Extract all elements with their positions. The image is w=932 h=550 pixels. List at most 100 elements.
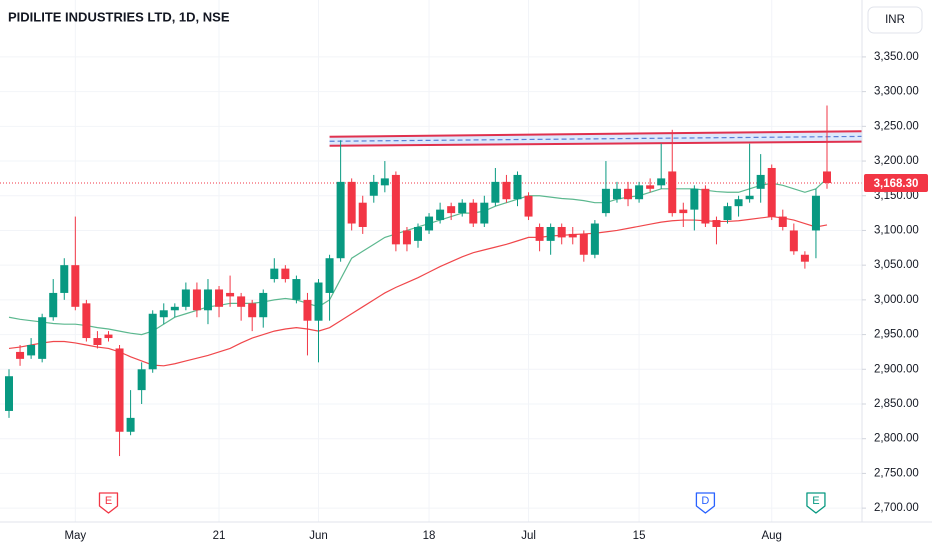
candle-body [71, 265, 80, 307]
candle-body [745, 195, 754, 200]
candle-body [823, 171, 831, 184]
y-tick-label: 3,150.00 [874, 190, 919, 202]
x-tick-label: 15 [633, 530, 646, 542]
candle-body [281, 268, 290, 280]
candle-body [624, 188, 633, 200]
event-marker[interactable] [806, 492, 826, 514]
y-tick-label: 2,750.00 [874, 467, 919, 479]
y-tick-label: 3,200.00 [874, 155, 919, 167]
last-price-label: 3,168.30 [874, 178, 919, 190]
axes: 2,700.00 2,750.00 2,800.00 2,850.00 2,900.00… [64, 51, 928, 542]
y-tick-label: 2,950.00 [874, 329, 919, 341]
candle-body [303, 299, 312, 321]
candle-body [414, 226, 422, 241]
candle-body [380, 178, 389, 186]
candle-body [215, 289, 224, 307]
candle-body [27, 344, 36, 356]
candle-body [259, 292, 268, 318]
candle-body [524, 195, 533, 217]
event-label: E [812, 495, 819, 507]
candle-body [546, 226, 555, 241]
x-tick-label: Jun [309, 530, 328, 542]
candle-body [612, 188, 621, 200]
candle-body [712, 220, 721, 227]
y-tick-label: 2,900.00 [874, 363, 919, 375]
candle-body [358, 202, 367, 227]
candle-body [60, 265, 69, 293]
candle-body [159, 310, 168, 318]
candle-body [38, 317, 47, 359]
candle-body [126, 417, 135, 432]
candle-body [701, 188, 710, 224]
candle-body [237, 296, 246, 307]
candle-body [778, 216, 787, 227]
candle-body [635, 185, 644, 200]
candle-body [789, 230, 798, 252]
candle-body [767, 167, 776, 217]
candle-body [723, 206, 732, 221]
candle-body [469, 202, 478, 224]
y-tick-label: 2,850.00 [874, 398, 919, 410]
candle-body [800, 254, 809, 262]
candle-body [590, 223, 599, 255]
candle-body [491, 181, 500, 203]
candle-body [49, 292, 58, 318]
candle-body [513, 174, 522, 200]
candle-body [203, 289, 212, 311]
candle-body [458, 202, 467, 214]
candle-body [314, 282, 323, 321]
candle-body [16, 351, 25, 359]
candle-body [137, 369, 146, 391]
moving-average-line [8, 215, 828, 367]
candle-body [148, 313, 157, 370]
event-label: D [701, 495, 709, 507]
x-tick-label: 21 [213, 530, 226, 542]
candle-body [535, 226, 544, 241]
y-tick-label: 3,350.00 [874, 51, 919, 63]
candle-body [756, 174, 765, 189]
candle-body [679, 209, 688, 214]
candle-body [657, 178, 666, 186]
y-tick-label: 3,300.00 [874, 86, 919, 98]
candle-body [369, 181, 378, 196]
y-tick-label: 2,800.00 [874, 433, 919, 445]
candle-body [425, 216, 434, 231]
candle-body [292, 279, 301, 300]
candle-body [82, 303, 91, 339]
last-price-tag [864, 174, 928, 193]
x-tick-label: May [64, 530, 86, 542]
event-marker[interactable] [695, 492, 716, 514]
candle-body [690, 188, 699, 210]
channel-upper [329, 130, 863, 138]
candle-body [480, 202, 489, 224]
candle-body [192, 289, 201, 311]
x-tick-label: 18 [423, 530, 436, 542]
candle-body [248, 303, 257, 318]
y-tick-label: 3,250.00 [874, 120, 919, 132]
y-tick-label: 2,700.00 [874, 502, 919, 514]
candle-body [226, 292, 235, 297]
grid [0, 0, 862, 522]
candle-body [579, 233, 588, 255]
candle-body [347, 181, 356, 224]
channel-lower [329, 140, 863, 147]
candle-body [734, 199, 743, 207]
y-tick-label: 3,100.00 [874, 224, 919, 236]
candle-body [557, 226, 566, 238]
event-marker[interactable] [98, 492, 119, 514]
candle-body [93, 338, 102, 345]
chart-title: PIDILITE INDUSTRIES LTD, 1D, NSE [8, 9, 230, 24]
candle-body [325, 258, 334, 293]
x-tick-label: Aug [761, 530, 781, 542]
candle-body [646, 185, 655, 189]
currency-button[interactable] [867, 6, 923, 34]
candle-body [447, 206, 456, 214]
candle-body [104, 334, 113, 339]
candle-body [181, 289, 190, 307]
channel-mid [329, 135, 863, 142]
currency-label[interactable]: INR [885, 14, 905, 26]
candle-body [402, 230, 411, 245]
candle-body [336, 181, 345, 259]
